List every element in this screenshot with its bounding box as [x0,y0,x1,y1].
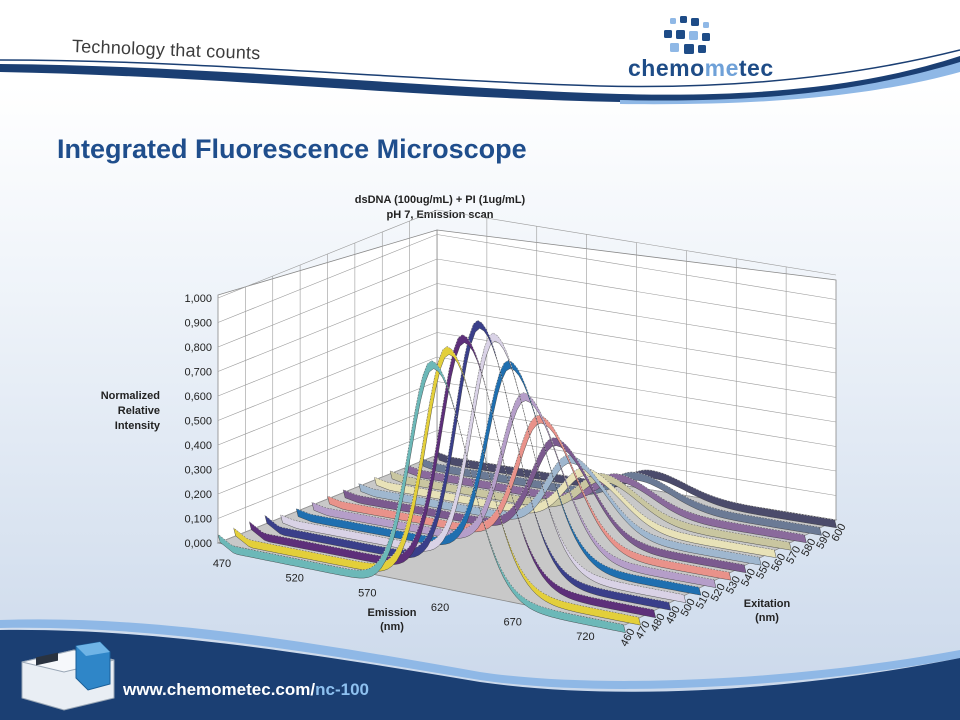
z-tick-label: 0,700 [184,367,212,379]
z-tick-label: 0,300 [184,465,212,477]
series-ribbon-texture-570 [389,470,790,543]
z-axis-label-line1: Normalized [101,390,160,402]
gridline-z [217,283,837,372]
x-tick-label: 670 [504,617,522,629]
footer-swoosh [0,619,960,720]
x-ticks: 470 520 570 620 670 720 [213,558,595,643]
gridline-z [217,209,837,299]
z-tick-label: 0,200 [184,489,212,501]
x-axis-label-line1: Emission [368,607,417,619]
series-ribbon-texture-510 [296,359,699,588]
x-tick-label: 620 [431,602,449,614]
z-ticks: 0,000 0,100 0,200 0,300 0,400 0,500 0,600 0,700… [184,293,212,550]
x-tick-label: 520 [285,573,303,585]
header-thin-line [0,49,960,88]
footer-url[interactable]: www.chemometec.com/nc-100 [123,680,369,700]
gridline-z [217,234,837,323]
series-ribbon-texture-530 [327,414,730,573]
x-axis-label-line2: (nm) [380,621,404,633]
brand-wordmark: chemometec [628,55,774,82]
z-tick-label: 0,900 [184,318,212,330]
z-tick-label: 0,500 [184,416,212,428]
chart-title-line1: dsDNA (100ug/mL) + PI (1ug/mL) [355,194,526,206]
header-swoosh [0,49,960,105]
header-light-band [620,62,960,105]
footer-navy-band [0,629,960,720]
nucleocounter-device-image [21,641,115,711]
z-tick-label: 0,800 [184,342,212,354]
y-axis-label-line2: (nm) [755,612,779,624]
z-tick-label: 0,600 [184,391,212,403]
gridline-z [217,356,837,446]
brand-part-1: chemo [628,55,705,81]
logo-icon [664,16,710,54]
x-tick-label: 570 [358,587,376,599]
z-tick-label: 1,000 [184,293,212,305]
footer-url-prefix: www.chemometec.com/ [123,680,316,699]
x-tick-label: 720 [576,631,594,643]
footer-light-band [0,619,960,689]
z-tick-label: 0,000 [184,538,212,550]
z-tick-label: 0,100 [184,514,212,526]
chart-title-line2: pH 7, Emission scan [387,209,494,221]
series-ribbon-560 [374,467,777,559]
series-ribbon-texture-600 [436,451,835,521]
series-ribbon-texture-490 [264,319,669,603]
z-axis-label-line3: Intensity [115,420,161,432]
gridline-z [217,405,837,495]
slide-title: Integrated Fluorescence Microscope [57,134,527,164]
y-axis-label-line1: Exitation [744,598,791,610]
footer-url-suffix: nc-100 [315,680,369,699]
series-ribbon-texture-460 [217,360,624,625]
brand-part-2: me [704,55,739,81]
header-navy-band [0,56,960,103]
series-ribbon-460 [217,360,626,633]
series-ribbon-texture-520 [311,392,715,580]
series-group [217,319,837,633]
x-tick-label: 470 [213,558,231,570]
brand-part-3: tec [738,55,774,81]
gridlines [217,209,837,544]
gridline-z [217,307,837,397]
series-ribbon-texture-500 [280,332,684,595]
gridline-z [217,332,837,421]
series-ribbon-texture-540 [342,437,745,565]
series-ribbon-texture-560 [374,467,775,551]
series-ribbon-texture-470 [233,346,639,618]
gridline-z [217,430,837,519]
gridline-z [217,258,837,348]
z-tick-label: 0,400 [184,440,212,452]
z-axis-label-line2: Relative [118,405,160,417]
series-ribbon-texture-480 [249,334,654,610]
